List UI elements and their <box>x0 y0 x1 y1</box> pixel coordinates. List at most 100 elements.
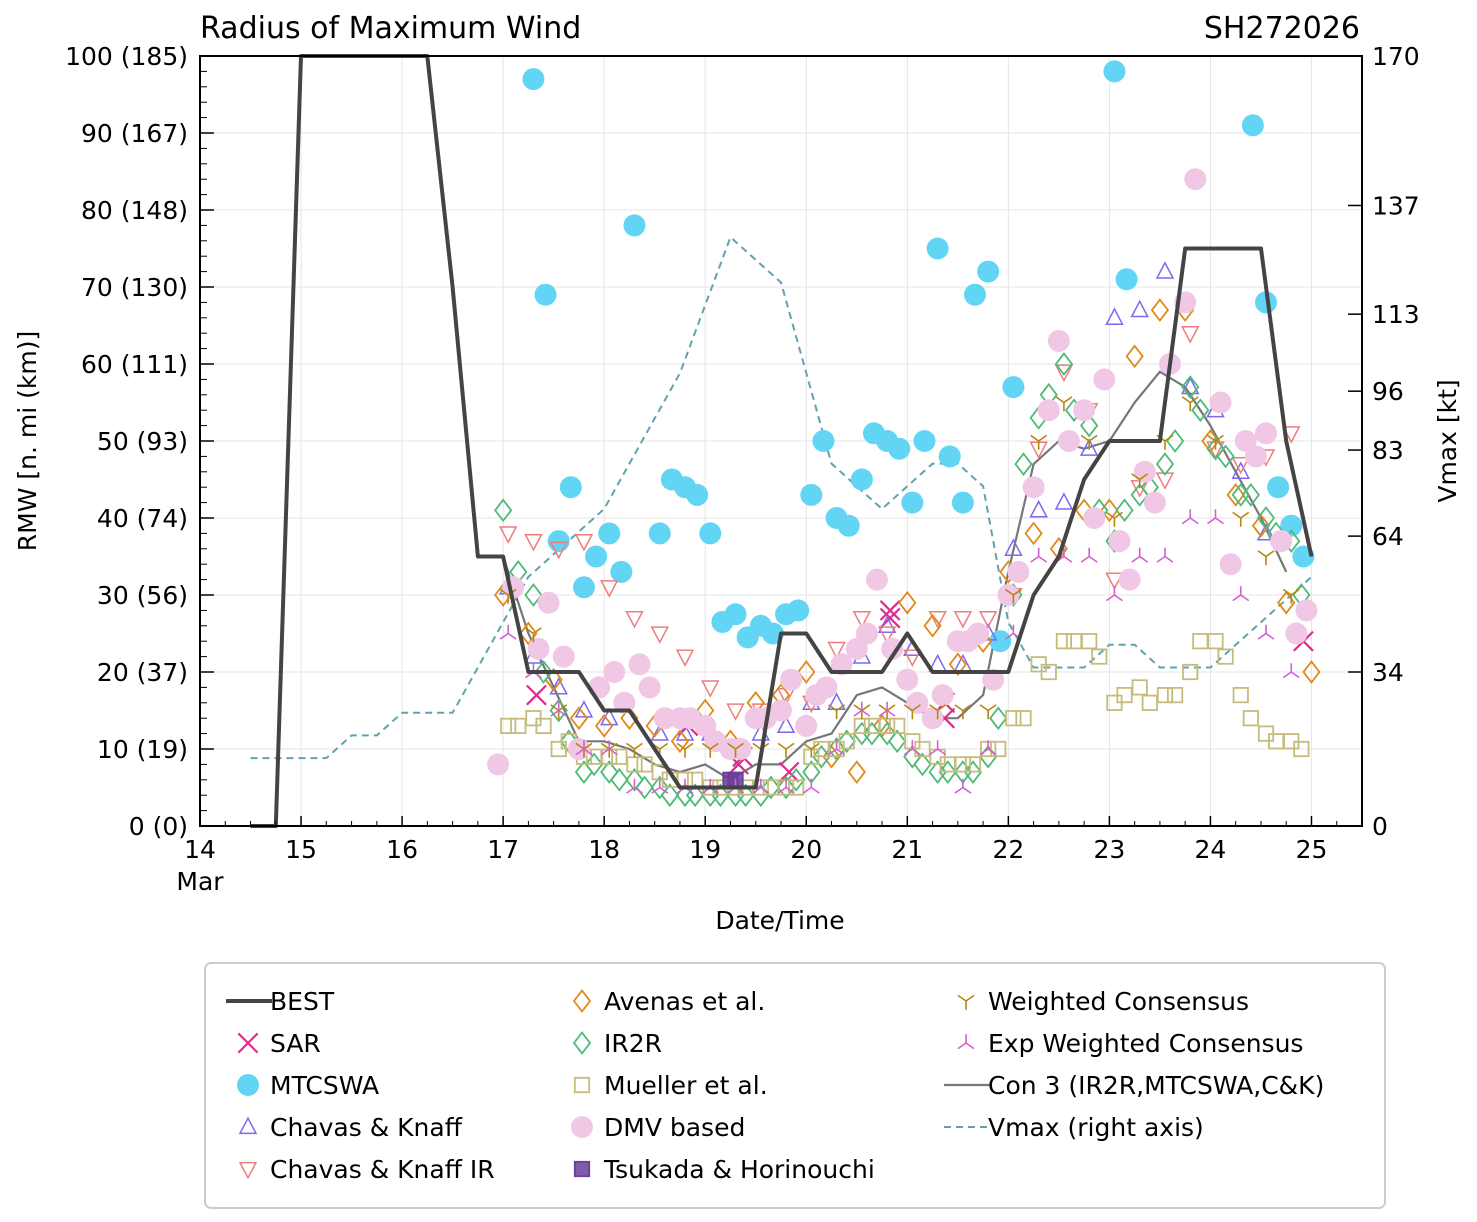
data-point-dmv-based <box>906 691 929 714</box>
data-point-exp-weighted-consensus <box>802 778 820 794</box>
legend-label: DMV based <box>604 1113 745 1142</box>
y-tick-label: 100 (185) <box>65 42 188 71</box>
data-point-chavas-knaff <box>877 615 897 633</box>
legend-label: Exp Weighted Consensus <box>988 1029 1303 1058</box>
data-point-mtcswa <box>1255 291 1278 314</box>
data-point-chavas-knaff <box>1079 438 1099 456</box>
storm-id: SH272026 <box>1204 11 1360 46</box>
data-point-dmv-based <box>865 568 888 591</box>
data-point-mtcswa <box>598 522 621 545</box>
y-tick-label: 60 (111) <box>81 350 188 379</box>
data-point-weighted-consensus <box>1055 396 1073 412</box>
data-point-mtcswa <box>977 260 1000 283</box>
data-point-dmv-based <box>1184 168 1207 191</box>
data-point-dmv-based <box>487 753 510 776</box>
legend-label: Chavas & Knaff IR <box>270 1155 495 1184</box>
data-point-chavas-knaff <box>827 692 846 710</box>
data-point-avenas-et-al <box>1024 521 1043 546</box>
data-point-exp-weighted-consensus <box>1030 547 1048 563</box>
data-point-chavas-knaff-ir <box>549 541 568 560</box>
data-point-ir2r <box>493 498 513 523</box>
data-point-weighted-consensus <box>701 742 719 758</box>
legend-label: Con 3 (IR2R,MTCSWA,C&K) <box>988 1071 1324 1100</box>
data-point-ir2r <box>1216 444 1235 469</box>
y2-axis-label: Vmax [kt] <box>1433 379 1462 502</box>
y-tick-label: 50 (93) <box>97 427 188 456</box>
legend-box <box>204 962 1386 1209</box>
data-point-chavas-knaff <box>549 676 568 695</box>
data-point-chavas-knaff <box>1231 461 1250 479</box>
x-tick-label: 16 <box>386 835 418 864</box>
y-tick-label: 90 (167) <box>81 119 188 148</box>
data-point-exp-weighted-consensus <box>1080 547 1098 563</box>
series-mtcswa <box>522 60 1315 653</box>
data-point-dmv-based <box>1270 530 1293 553</box>
data-point-mtcswa <box>522 68 545 91</box>
data-point-ir2r <box>913 752 932 777</box>
legend-label: MTCSWA <box>270 1071 379 1100</box>
legend-swatch-avenas-et-al <box>572 989 592 1013</box>
data-point-mtcswa <box>938 445 961 468</box>
data-point-mueller-et-al <box>838 733 855 750</box>
legend-swatch-chavas-knaff-ir <box>238 1161 258 1180</box>
data-point-avenas-et-al <box>595 714 614 738</box>
data-point-mtcswa <box>1103 60 1126 83</box>
data-point-chavas-knaff-ir <box>978 610 998 629</box>
data-point-mueller-et-al <box>1217 648 1234 665</box>
data-point-chavas-knaff-ir <box>928 610 947 629</box>
data-point-ir2r <box>812 744 831 769</box>
legend-label: Avenas et al. <box>604 987 765 1016</box>
data-point-ir2r <box>877 721 897 746</box>
data-point-mtcswa <box>572 576 595 599</box>
data-point-chavas-knaff-ir <box>877 626 897 644</box>
data-point-mtcswa <box>585 545 608 568</box>
data-point-mueller-et-al <box>954 756 971 773</box>
data-point-dmv-based <box>1083 507 1106 529</box>
data-point-ir2r <box>600 760 619 784</box>
data-point-ir2r <box>963 760 983 784</box>
data-point-exp-weighted-consensus <box>1156 547 1174 563</box>
data-point-dmv-based <box>896 668 919 691</box>
data-point-dmv-based <box>1057 430 1080 452</box>
data-point-dmv-based <box>1073 399 1096 422</box>
data-point-dmv-based <box>921 707 944 730</box>
data-point-mueller-et-al <box>1005 710 1022 727</box>
legend-entry-mtcswa: MTCSWA <box>237 1071 379 1100</box>
data-point-exp-weighted-consensus <box>903 740 921 756</box>
data-point-mtcswa <box>951 491 974 514</box>
data-point-sar <box>526 684 547 706</box>
data-point-ir2r <box>761 775 781 800</box>
y2-tick-label: 64 <box>1372 522 1404 551</box>
data-point-ir2r <box>610 767 629 792</box>
data-point-mueller-et-al <box>1156 687 1174 704</box>
data-point-dmv-based <box>653 707 676 730</box>
data-point-dmv-based <box>795 714 818 737</box>
series-line-con-3-ir2r-mtcswa-c-k <box>502 370 1288 781</box>
data-point-chavas-knaff-ir <box>953 610 973 629</box>
data-point-exp-weighted-consensus <box>1207 509 1224 525</box>
data-point-avenas-et-al <box>519 621 538 646</box>
data-point-dmv-based <box>1244 445 1267 468</box>
data-point-weighted-consensus <box>828 704 846 720</box>
legend-entry-tsukada-horinouchi: Tsukada & Horinouchi <box>573 1155 875 1184</box>
data-point-chavas-knaff-ir <box>625 610 644 629</box>
legend-label: Weighted Consensus <box>988 987 1249 1016</box>
legend-swatch-ir2r <box>572 1031 592 1055</box>
data-point-exp-weighted-consensus <box>1181 509 1199 525</box>
data-point-mtcswa <box>623 214 646 237</box>
data-point-dmv-based <box>855 622 878 645</box>
data-point-dmv-based <box>527 637 550 660</box>
legend-swatch-sar <box>237 1032 259 1054</box>
data-point-ir2r <box>1256 506 1276 530</box>
data-point-avenas-et-al <box>1150 298 1170 322</box>
data-point-dmv-based <box>613 691 636 714</box>
y2-tick-label: 0 <box>1372 812 1388 841</box>
legend-entry-weighted-consensus: Weighted Consensus <box>957 987 1249 1016</box>
legend-label: IR2R <box>604 1029 662 1058</box>
data-point-ir2r <box>862 721 882 746</box>
data-point-avenas-et-al <box>1302 660 1321 684</box>
y2-tick-label: 137 <box>1372 191 1420 220</box>
legend-entry-best: BEST <box>226 987 335 1016</box>
data-point-dmv-based <box>638 676 661 699</box>
